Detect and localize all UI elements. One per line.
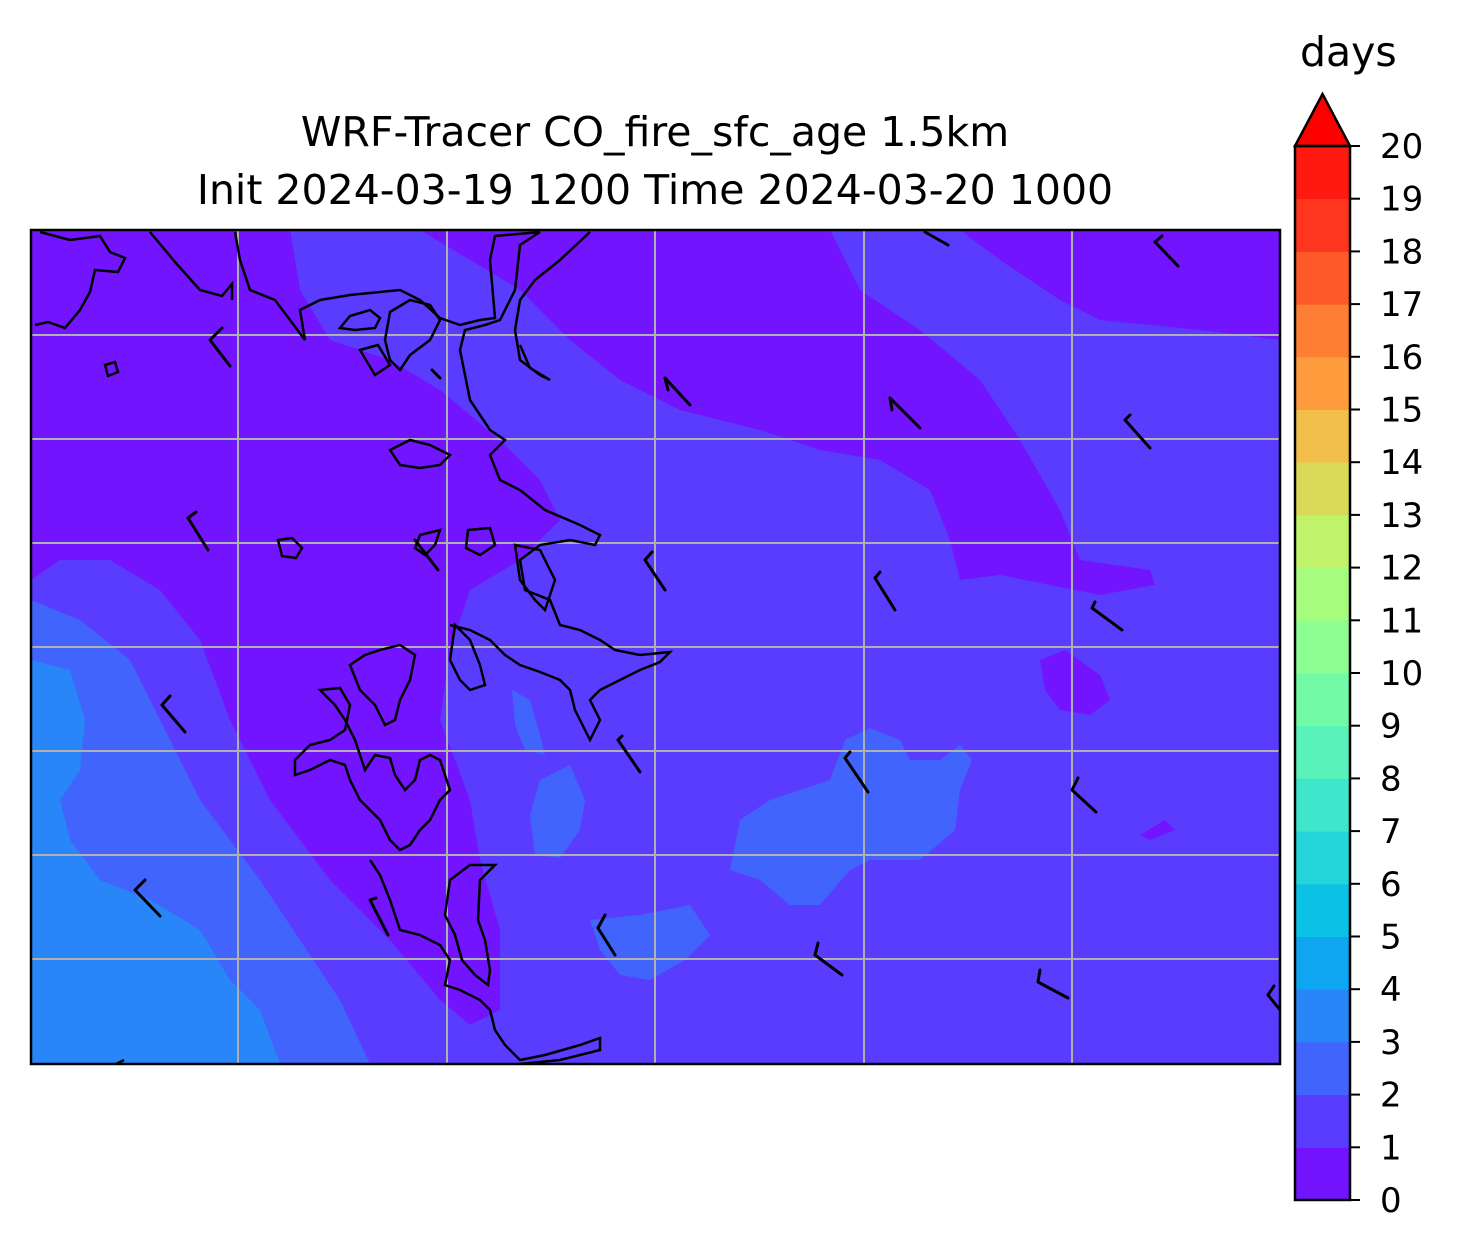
colorbar-extend-arrow xyxy=(1292,91,1353,148)
colorbar-segment xyxy=(1295,936,1350,990)
colorbar-segment xyxy=(1295,989,1350,1043)
colorbar-segment xyxy=(1295,409,1350,463)
colorbar-segment xyxy=(1295,1041,1350,1096)
colorbar-segment xyxy=(1295,356,1350,410)
colorbar-tick-label: 0 xyxy=(1380,1181,1402,1221)
colorbar-segment xyxy=(1295,883,1350,937)
colorbar-segment xyxy=(1295,1147,1350,1201)
field-band-0-1-northeast-corner xyxy=(960,230,1280,340)
colorbar-tick-label: 9 xyxy=(1380,707,1402,747)
colorbar-unit-label: days xyxy=(1300,28,1397,76)
field-patch-2-3-center-west xyxy=(530,765,585,858)
colorbar-segment xyxy=(1295,304,1350,358)
colorbar-tick-label: 3 xyxy=(1380,1023,1402,1063)
colorbar-segment xyxy=(1295,831,1350,885)
field-patch-2-3-south xyxy=(590,905,710,980)
map-frame xyxy=(29,228,1282,1066)
field-patch-2-3-north xyxy=(512,690,545,755)
field-patch-0-1-east xyxy=(1040,650,1110,715)
chart-title-line-1: WRF-Tracer CO_fire_sfc_age 1.5km xyxy=(300,108,1010,156)
colorbar-tick-label: 7 xyxy=(1380,812,1402,852)
colorbar-tick-label: 13 xyxy=(1380,496,1423,536)
colorbar-segment xyxy=(1295,1094,1350,1148)
field-patch-0-1-east-small xyxy=(1140,820,1175,840)
chart-title-line-2: Init 2024-03-19 1200 Time 2024-03-20 100… xyxy=(196,166,1114,214)
colorbar-tick-label: 18 xyxy=(1380,232,1423,272)
colorbar-tick-label: 6 xyxy=(1380,865,1402,905)
colorbar-tick-label: 20 xyxy=(1380,127,1423,167)
wind-barbs xyxy=(133,230,1280,1012)
colorbar-tick-label: 2 xyxy=(1380,1076,1402,1116)
colorbar-segment xyxy=(1295,514,1350,569)
colorbar-tick-label: 12 xyxy=(1380,549,1423,589)
field-band-0-1-northeast xyxy=(420,230,1155,595)
colorbar-segment xyxy=(1295,673,1350,727)
colorbar-tick-label: 17 xyxy=(1380,285,1423,325)
colorbar-tick-label: 14 xyxy=(1380,443,1423,483)
colorbar-tick-label: 1 xyxy=(1380,1128,1402,1168)
colorbar-segment xyxy=(1295,567,1350,621)
colorbar-segment xyxy=(1295,620,1350,674)
colorbar-segment xyxy=(1295,251,1350,305)
colorbar-segment xyxy=(1295,778,1350,832)
colorbar-segment xyxy=(1295,462,1350,516)
field-band-0-1-west xyxy=(31,230,560,1025)
colorbar-segment xyxy=(1295,725,1350,779)
colorbar-tick-label: 5 xyxy=(1380,918,1402,958)
colorbar-segment xyxy=(1295,146,1350,200)
coastline xyxy=(34,230,674,1064)
colorbar-tick-label: 19 xyxy=(1380,180,1423,220)
colorbar-segment xyxy=(1295,198,1350,252)
colorbar-tick-label: 8 xyxy=(1380,759,1402,799)
colorbar-tick-label: 15 xyxy=(1380,391,1423,431)
field-patch-2-3-center xyxy=(730,728,972,905)
field-band-3-4-southwest xyxy=(31,660,280,1064)
colorbar-tick-label: 10 xyxy=(1380,654,1423,694)
colorbar-tick-label: 16 xyxy=(1380,338,1423,378)
colorbar-tick-label: 4 xyxy=(1380,970,1402,1010)
map-gridlines xyxy=(31,230,1280,1064)
colorbar-tick-label: 11 xyxy=(1380,601,1423,641)
